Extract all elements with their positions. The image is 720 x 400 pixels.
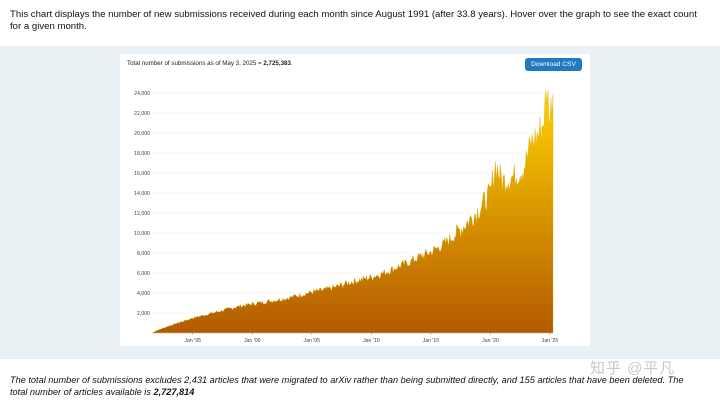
x-tick-label: Jan '10 (363, 338, 380, 344)
total-suffix: . (290, 60, 293, 67)
submissions-area-chart[interactable]: 2,000 4,000 6,000 8,000 10,000 12,000 14,000 16… (120, 78, 560, 348)
x-tick-label: Jan '05 (304, 338, 321, 344)
submissions-area (151, 90, 554, 334)
x-tick-label: Jan '15 (423, 338, 440, 344)
y-tick-label: 22,000 (134, 111, 150, 117)
total-value: 2,725,383 (263, 60, 291, 67)
y-tick-label: 10,000 (134, 231, 150, 237)
x-tick-label: Jan '20 (482, 338, 499, 344)
y-tick-label: 16,000 (134, 171, 150, 177)
y-tick-label: 8,000 (137, 251, 150, 257)
y-tick-label: 18,000 (134, 151, 150, 157)
x-tick-label: Jan '00 (244, 338, 261, 344)
download-csv-button[interactable]: Download CSV (525, 58, 582, 71)
total-available: 2,727,814 (153, 386, 195, 397)
y-tick-label: 2,000 (137, 311, 150, 317)
x-tick-label: Jan '25 (542, 338, 559, 344)
footnote-text: The total number of submissions excludes… (10, 375, 684, 397)
x-tick-label: Jan '95 (184, 338, 201, 344)
y-tick-label: 20,000 (134, 131, 150, 137)
chart-description: This chart displays the number of new su… (10, 9, 697, 32)
y-tick-label: 4,000 (137, 291, 150, 297)
total-submissions-line: Total number of submissions as of May 3,… (127, 60, 293, 67)
y-tick-label: 6,000 (137, 271, 150, 277)
footnote: The total number of submissions excludes… (10, 375, 700, 398)
y-tick-label: 24,000 (134, 91, 150, 97)
total-prefix: Total number of submissions as of May 3,… (127, 60, 264, 67)
y-tick-label: 14,000 (134, 191, 150, 197)
y-tick-label: 12,000 (134, 211, 150, 217)
watermark: 知乎 @平凡 (590, 360, 676, 377)
